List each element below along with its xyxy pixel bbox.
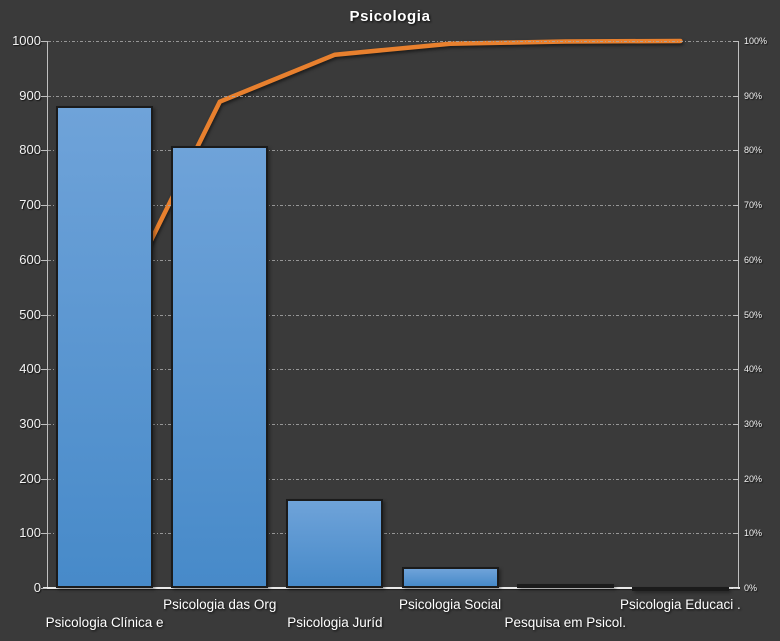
- category-label-3: Psicologia Juríd: [287, 615, 383, 630]
- y-axis-left-tick-label: 0: [33, 580, 41, 595]
- y-axis-left-tick-label: 500: [19, 306, 41, 322]
- bar-2: [171, 146, 269, 588]
- category-label-2: Psicologia das Org: [163, 597, 277, 612]
- y-axis-right-tick-label: 60%: [744, 254, 763, 265]
- bar-6: [631, 586, 729, 591]
- category-label-5: Pesquisa em Psicol.: [504, 615, 627, 630]
- y-axis-left-tick-label: 400: [19, 361, 41, 377]
- y-axis-right-tick: [733, 423, 738, 425]
- bar-5: [516, 583, 614, 588]
- y-axis-right-tick-label: 70%: [744, 200, 763, 211]
- y-axis-right-tick: [733, 41, 738, 42]
- y-axis-right-tick-label: 10%: [744, 528, 763, 539]
- gridline: [48, 95, 738, 97]
- y-axis-left-tick-label: 700: [19, 197, 41, 213]
- y-axis-right-line: [738, 41, 739, 588]
- y-axis-right-tick: [733, 369, 738, 371]
- y-axis-right-tick-label: 100%: [744, 36, 768, 46]
- y-axis-right-tick: [733, 259, 738, 261]
- y-axis-right-tick: [733, 533, 738, 535]
- y-axis-left-tick: [41, 369, 47, 371]
- chart-title: Psicologia: [349, 8, 431, 25]
- y-axis-left-tick: [41, 150, 47, 152]
- gridline: [48, 369, 738, 371]
- category-label-4: Psicologia Social: [399, 597, 502, 612]
- bar-4: [401, 567, 499, 588]
- gridline: [48, 205, 738, 207]
- y-axis-left-tick: [41, 533, 47, 535]
- y-axis-right-tick: [733, 95, 738, 97]
- y-axis-left-tick-label: 300: [19, 415, 41, 431]
- category-label-6: Psicologia Educaci .: [619, 597, 741, 612]
- y-axis-right-tick-label: 20%: [744, 473, 763, 484]
- y-axis-right-tick: [733, 588, 738, 589]
- y-axis-left-tick: [41, 205, 47, 207]
- y-axis-right-tick: [733, 205, 738, 207]
- bar-3: [286, 499, 384, 588]
- y-axis-left-tick-label: 200: [19, 470, 41, 486]
- y-axis-right-tick-label: 90%: [744, 90, 763, 101]
- y-axis-right-tick-label: 30%: [744, 418, 763, 429]
- y-axis-right-tick: [733, 314, 738, 316]
- gridline: [48, 150, 738, 152]
- y-axis-left-tick: [41, 95, 47, 97]
- y-axis-left-tick-label: 600: [19, 251, 41, 267]
- y-axis-right-tick-label: 0%: [744, 583, 758, 593]
- y-axis-left-tick: [41, 314, 47, 316]
- y-axis-right-tick-label: 50%: [744, 309, 763, 320]
- y-axis-left-tick: [41, 423, 47, 425]
- y-axis-right-tick: [733, 478, 738, 480]
- y-axis-left-tick-label: 100: [19, 525, 41, 541]
- y-axis-left-tick: [41, 259, 47, 261]
- y-axis-left-tick: [41, 588, 47, 589]
- y-axis-left-tick: [41, 478, 47, 480]
- y-axis-right-tick-label: 40%: [744, 364, 763, 375]
- y-axis-right-tick-label: 80%: [744, 145, 763, 156]
- category-label-1: Psicologia Clínica e: [45, 615, 164, 630]
- gridline: [48, 478, 738, 480]
- gridline: [48, 41, 738, 42]
- gridline: [48, 423, 738, 425]
- gridline: [48, 314, 738, 316]
- gridline: [48, 533, 738, 535]
- x-axis-line: [43, 587, 740, 589]
- gridline: [48, 259, 738, 261]
- y-axis-left-tick-label: 800: [19, 142, 41, 158]
- y-axis-right-tick: [733, 150, 738, 152]
- y-axis-left-line: [47, 41, 48, 588]
- y-axis-left-tick-label: 1000: [12, 33, 41, 48]
- y-axis-left-tick: [41, 41, 47, 42]
- y-axis-left-tick-label: 900: [19, 87, 41, 103]
- bar-1: [56, 106, 154, 588]
